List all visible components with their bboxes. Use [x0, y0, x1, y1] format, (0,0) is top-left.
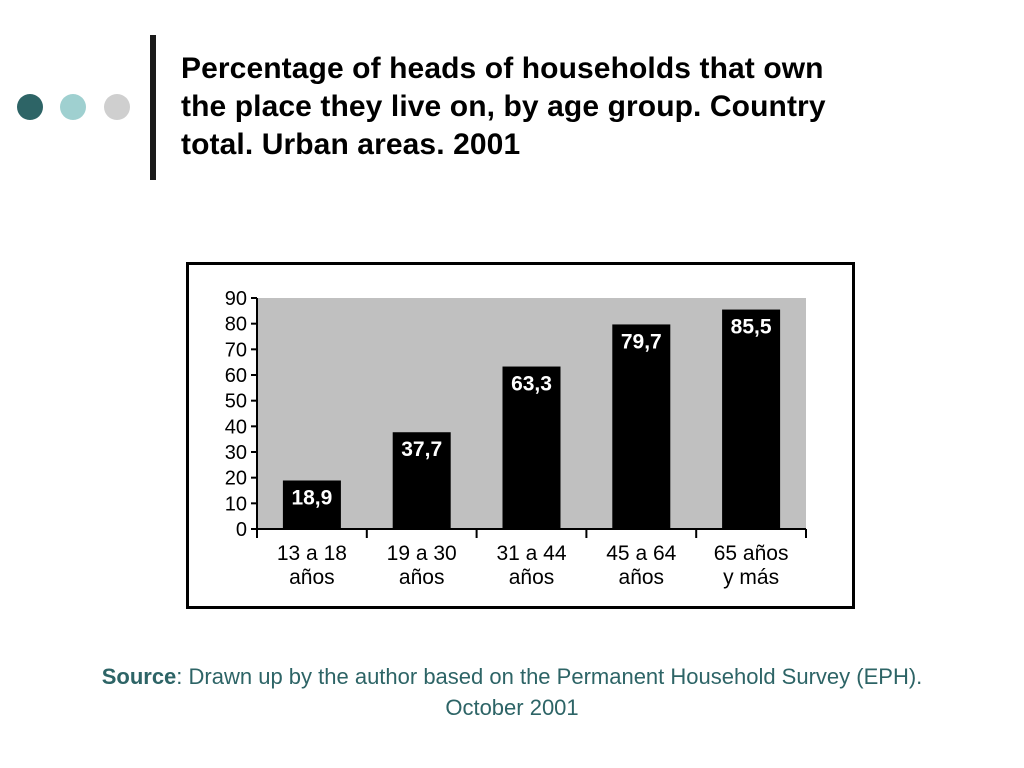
y-tick-label: 20: [225, 468, 247, 490]
y-tick-label: 50: [225, 391, 247, 413]
x-category-label-line: 13 a 18: [277, 542, 347, 565]
bar: [612, 324, 671, 529]
y-tick-label: 60: [225, 365, 247, 387]
y-tick-label: 10: [225, 493, 247, 515]
source-note: Source: Drawn up by the author based on …: [0, 661, 1024, 723]
x-category-label-line: años: [289, 566, 335, 589]
x-category-label: 65 años y más: [714, 542, 789, 589]
bar: [502, 366, 561, 529]
bar-value-label: 37,7: [401, 438, 442, 461]
y-tick-label: 0: [236, 519, 247, 541]
source-line-1: Source: Drawn up by the author based on …: [0, 661, 1024, 692]
x-category-label: 19 a 30 años: [387, 542, 457, 589]
source-text: : Drawn up by the author based on the Pe…: [176, 664, 923, 689]
x-category-label: 31 a 44 años: [496, 542, 566, 589]
y-tick-label: 90: [225, 288, 247, 310]
x-category-label: 45 a 64 años: [606, 542, 676, 589]
decorative-dot-dark: [17, 94, 43, 120]
title-divider-bar: [150, 35, 156, 180]
bar: [282, 480, 341, 529]
x-category-label-line: años: [399, 566, 445, 589]
bar-value-label: 85,5: [731, 316, 772, 339]
source-label: Source: [101, 664, 177, 689]
source-line-2: October 2001: [445, 695, 579, 720]
y-tick-label: 40: [225, 416, 247, 438]
decorative-dot-light: [60, 94, 86, 120]
x-category-label: 13 a 18 años: [277, 542, 347, 589]
chart-frame: 0 10 20 30 40 50 60 70 80 90 18,9 13 a 18 años 37,7 19…: [186, 262, 855, 609]
y-tick-label: 80: [225, 314, 247, 336]
x-category-label-line: 31 a 44: [496, 542, 566, 565]
bar: [392, 432, 451, 529]
bar-value-label: 79,7: [621, 330, 662, 353]
bar-value-label: 63,3: [511, 373, 552, 396]
bar-value-label: 18,9: [291, 486, 332, 509]
decorative-dot-grey: [104, 94, 130, 120]
x-category-label-line: años: [619, 566, 665, 589]
x-category-label-line: años: [509, 566, 555, 589]
x-category-label-line: 45 a 64: [606, 542, 676, 565]
y-tick-label: 70: [225, 339, 247, 361]
y-tick-label: 30: [225, 442, 247, 464]
x-category-label-line: y más: [723, 566, 779, 589]
bar: [722, 309, 781, 529]
x-category-label-line: 65 años: [714, 542, 789, 565]
slide-title: Percentage of heads of households that o…: [181, 52, 826, 161]
x-category-label-line: 19 a 30: [387, 542, 457, 565]
